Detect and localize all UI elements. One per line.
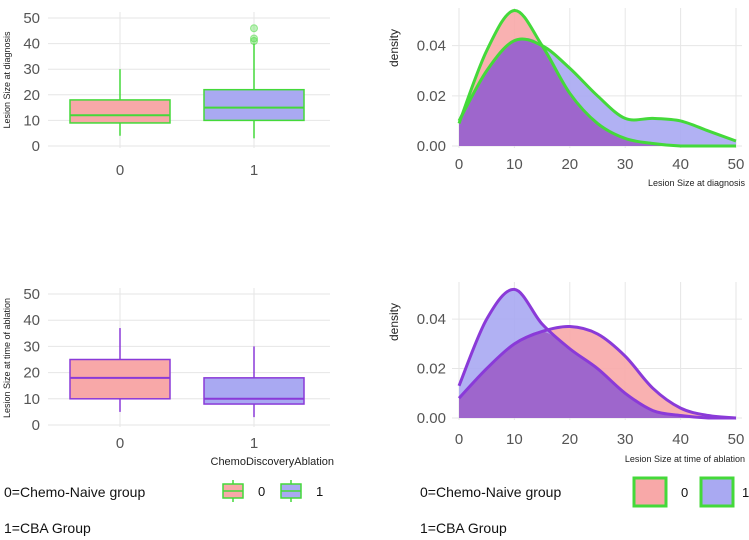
box-plot-ablation: 0 10 20 30 40 50 0 1 xyxy=(23,286,330,452)
note-left-line2: 1=CBA Group xyxy=(4,520,91,536)
x-tick-label: 0 xyxy=(455,156,463,173)
x-tick-label: 1 xyxy=(250,162,258,179)
box-ablation-ylabel: Lesion Size at time of ablation xyxy=(2,298,12,418)
y-tick-label: 10 xyxy=(23,112,40,129)
x-tick-label: 20 xyxy=(561,156,578,173)
x-tick-label: 50 xyxy=(728,431,745,448)
y-tick-label: 40 xyxy=(23,312,40,329)
legend-right-key1 xyxy=(699,476,735,508)
legend-right-key0 xyxy=(632,476,668,508)
legend-left-label1: 1 xyxy=(316,484,323,499)
x-tick-label: 20 xyxy=(561,431,578,448)
density-plot-diagnosis: 0 10 20 30 40 50 0.00 0.02 0.04 xyxy=(417,8,745,173)
y-tick-label: 0 xyxy=(32,417,40,434)
x-tick-label: 0 xyxy=(116,162,124,179)
y-tick-label: 0.02 xyxy=(417,361,446,378)
box-plot-diagnosis: 0 10 20 30 40 50 0 1 xyxy=(23,10,330,179)
x-tick-label: 1 xyxy=(250,435,258,452)
legend-left-label0: 0 xyxy=(258,484,265,499)
y-tick-label: 0.04 xyxy=(417,38,446,55)
x-tick-label: 0 xyxy=(116,435,124,452)
x-tick-label: 50 xyxy=(728,156,745,173)
x-tick-label: 30 xyxy=(617,156,634,173)
box-iqr-group-0 xyxy=(69,358,171,400)
density-line-group-1 xyxy=(457,37,737,143)
y-tick-label: 0.00 xyxy=(417,410,446,427)
note-left-line1: 0=Chemo-Naive group xyxy=(4,484,145,500)
y-tick-label: 20 xyxy=(23,87,40,104)
x-tick-label: 10 xyxy=(506,431,523,448)
y-tick-label: 10 xyxy=(23,391,40,408)
density-ablation-ylabel: density xyxy=(387,303,401,341)
y-tick-label: 0.02 xyxy=(417,88,446,105)
note-right-line2: 1=CBA Group xyxy=(420,520,507,536)
y-tick-label: 30 xyxy=(23,61,40,78)
y-tick-label: 40 xyxy=(23,36,40,53)
y-tick-label: 0.00 xyxy=(417,138,446,155)
box-ablation-xlabel: ChemoDiscoveryAblation xyxy=(211,456,335,468)
density-line-group-0 xyxy=(457,9,736,148)
box-outlier xyxy=(250,34,258,43)
density-overlap-area xyxy=(459,331,736,418)
y-tick-label: 50 xyxy=(23,286,40,303)
density-plot-ablation: 0 10 20 30 40 50 0.00 0.02 0.04 xyxy=(417,282,745,448)
x-tick-label: 10 xyxy=(506,156,523,173)
box-iqr-group-1 xyxy=(203,88,305,122)
y-tick-label: 50 xyxy=(23,10,40,27)
density-line-group-1 xyxy=(457,287,736,420)
y-tick-label: 0 xyxy=(32,138,40,155)
legend-right: 0 1 xyxy=(632,476,749,508)
y-tick-label: 30 xyxy=(23,338,40,355)
x-tick-label: 30 xyxy=(617,431,634,448)
x-tick-label: 40 xyxy=(672,431,689,448)
legend-right-label0: 0 xyxy=(681,485,688,500)
density-diagnosis-ylabel: density xyxy=(387,29,401,67)
x-tick-label: 0 xyxy=(455,431,463,448)
note-right-line1: 0=Chemo-Naive group xyxy=(420,484,561,500)
y-tick-label: 20 xyxy=(23,365,40,382)
box-outlier xyxy=(250,24,258,33)
density-line-group-0 xyxy=(457,324,737,420)
y-tick-label: 0.04 xyxy=(417,311,446,328)
box-iqr-group-0 xyxy=(69,99,171,124)
box-diagnosis-ylabel: Lesion Size at diagnosis xyxy=(2,31,12,129)
density-ablation-xlabel: Lesion Size at time of ablation xyxy=(625,454,745,464)
legend-left: 0 1 xyxy=(222,480,323,502)
density-overlap-area xyxy=(459,38,736,146)
density-diagnosis-xlabel: Lesion Size at diagnosis xyxy=(648,178,746,188)
legend-right-label1: 1 xyxy=(742,485,749,500)
box-outlier xyxy=(250,37,258,46)
x-tick-label: 40 xyxy=(672,156,689,173)
box-iqr-group-1 xyxy=(203,377,305,405)
